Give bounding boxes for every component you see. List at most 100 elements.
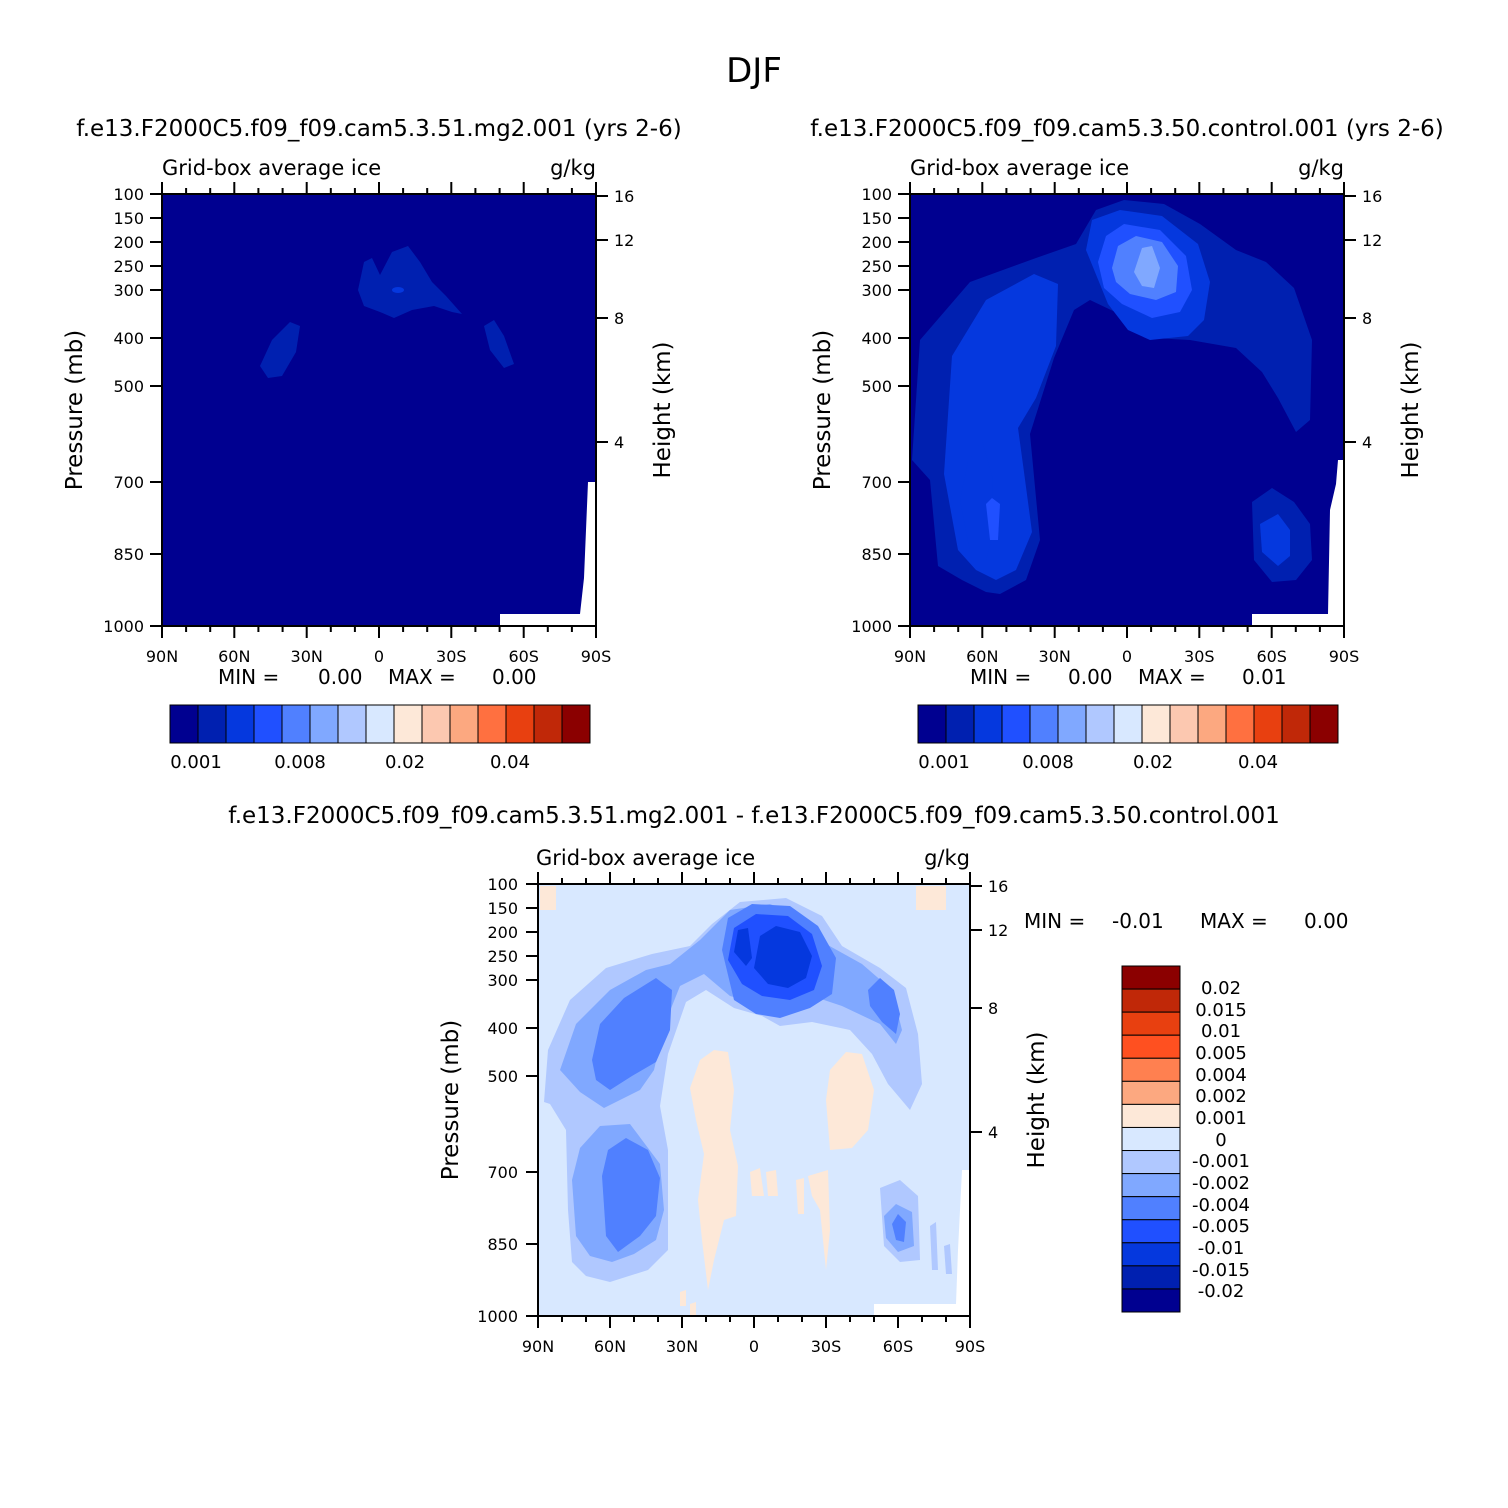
- x-tick-labels: 90N 60N 30N 0 30S 60S 90S: [522, 1337, 985, 1356]
- x-tick-label: 30N: [666, 1337, 698, 1356]
- max-label: MAX =: [388, 665, 456, 689]
- min-value: 0.00: [1068, 665, 1113, 689]
- colorbar-label: -0.02: [1198, 1281, 1245, 1302]
- x-tick-label: 0: [1122, 647, 1132, 666]
- max-value: 0.00: [492, 665, 537, 689]
- x-tick-label: 60S: [883, 1337, 914, 1356]
- contour-blob: [986, 498, 1000, 540]
- contour-blob: [602, 1138, 660, 1252]
- colorbar-label: 0.04: [1238, 752, 1278, 773]
- contour-blob: [930, 1222, 938, 1270]
- contour-blob: [826, 1052, 874, 1150]
- colorbar-label: -0.004: [1192, 1195, 1250, 1216]
- x-tick-labels: 90N 60N 30N 0 30S 60S 90S: [146, 647, 611, 666]
- colorbar-box: [365, 704, 395, 744]
- colorbar-box: [1121, 1288, 1181, 1313]
- colorbar-label: -0.01: [1198, 1238, 1245, 1259]
- y-tick-label: 150: [487, 899, 518, 918]
- y-tick-label: 100: [487, 875, 518, 894]
- contour-blob: [358, 246, 462, 318]
- y-right-tick-label: 4: [1362, 433, 1372, 452]
- colorbar-box: [225, 704, 255, 744]
- y-right-axis-label: Height (km): [1024, 1031, 1050, 1168]
- colorbar-box: [973, 704, 1003, 744]
- colorbar: 0.001 0.008 0.02 0.04: [917, 704, 1339, 773]
- min-label: MIN =: [970, 665, 1031, 689]
- y-right-tick-labels: 16 12 8 4: [614, 187, 634, 452]
- colorbar-box: [561, 704, 591, 744]
- panel-subtitle-left: Grid-box average ice: [162, 156, 381, 180]
- y-tick-label: 850: [861, 545, 892, 564]
- contour-blob: [392, 287, 404, 293]
- panel-subtitle-left: Grid-box average ice: [910, 156, 1129, 180]
- colorbar-box: [169, 704, 199, 744]
- y-right-tick-label: 16: [988, 877, 1008, 896]
- colorbar-labels: 0.02 0.015 0.01 0.005 0.004 0.002 0.001 …: [1192, 978, 1250, 1302]
- y-tick-label: 400: [487, 1019, 518, 1038]
- colorbar-box: [1029, 704, 1059, 744]
- stats: MIN = 0.00 MAX = 0.00: [218, 665, 537, 689]
- colorbar-label: 0.001: [918, 752, 970, 773]
- y-tick-label: 1000: [103, 617, 144, 636]
- colorbar-label: 0.004: [1195, 1065, 1247, 1086]
- contour-blob: [690, 1050, 738, 1290]
- colorbar-box: [1001, 704, 1031, 744]
- y-tick-label: 150: [113, 209, 144, 228]
- colorbar-box: [1121, 1265, 1181, 1290]
- y-tick-label: 300: [861, 281, 892, 300]
- contour-blob: [944, 1244, 952, 1274]
- plot-area: [910, 194, 1344, 626]
- y-tick-label: 1000: [851, 617, 892, 636]
- colorbar-label: 0.04: [490, 752, 530, 773]
- y-right-tick-labels: 16 12 8 4: [1362, 187, 1382, 452]
- y-tick-label: 200: [487, 923, 518, 942]
- colorbar-label: 0: [1215, 1130, 1226, 1151]
- contour-blob: [1134, 246, 1160, 288]
- contour-blob: [592, 978, 672, 1090]
- plot-area: [538, 884, 970, 1316]
- colorbar-box: [1253, 704, 1283, 744]
- colorbar-box: [1057, 704, 1087, 744]
- x-tick-label: 90S: [581, 647, 612, 666]
- y-tick-label: 150: [861, 209, 892, 228]
- colorbar-box: [393, 704, 423, 744]
- contour-blob: [960, 440, 994, 560]
- min-label: MIN =: [1024, 909, 1085, 933]
- colorbar-box: [1281, 704, 1311, 744]
- x-tick-label: 90S: [1329, 647, 1360, 666]
- colorbar-boxes: [169, 704, 591, 744]
- colorbar-label: -0.001: [1192, 1151, 1250, 1172]
- x-tick-label: 60S: [1256, 647, 1287, 666]
- y-tick-label: 700: [113, 473, 144, 492]
- y-tick-label: 500: [487, 1067, 518, 1086]
- colorbar-box: [421, 704, 451, 744]
- missing-data: [500, 482, 596, 626]
- colorbar-box: [1121, 1173, 1181, 1198]
- colorbar-label: 0.008: [1022, 752, 1074, 773]
- colorbar-box: [533, 704, 563, 744]
- colorbar-box: [1121, 1150, 1181, 1175]
- contour-blob: [892, 1214, 906, 1242]
- y-tick-label: 700: [861, 473, 892, 492]
- contour-blob: [754, 926, 812, 988]
- colorbar-label: 0.001: [170, 752, 222, 773]
- colorbar-boxes: [1121, 965, 1181, 1313]
- x-tick-label: 30S: [436, 647, 467, 666]
- colorbar-box: [449, 704, 479, 744]
- colorbar-labels: 0.001 0.008 0.02 0.04: [918, 752, 1278, 773]
- colorbar-label: 0.001: [1195, 1108, 1247, 1129]
- contour-blob: [734, 928, 752, 966]
- x-tick-label: 90S: [955, 1337, 986, 1356]
- x-tick-label: 0: [749, 1337, 759, 1356]
- x-tick-label: 90N: [894, 647, 926, 666]
- panel-top-right: f.e13.F2000C5.f09_f09.cam5.3.50.control.…: [810, 116, 1444, 773]
- y-tick-labels: 100 150 200 250 300 400 500 700 850 1000: [851, 185, 892, 636]
- x-tick-label: 60N: [594, 1337, 626, 1356]
- colorbar-box: [1121, 1126, 1181, 1152]
- colorbar-label: -0.005: [1192, 1216, 1250, 1237]
- panel-title: f.e13.F2000C5.f09_f09.cam5.3.51.mg2.001 …: [228, 803, 1279, 829]
- min-value: -0.01: [1112, 909, 1164, 933]
- x-tick-label: 30N: [291, 647, 323, 666]
- y-tick-label: 500: [113, 377, 144, 396]
- colorbar-box: [1121, 1057, 1181, 1082]
